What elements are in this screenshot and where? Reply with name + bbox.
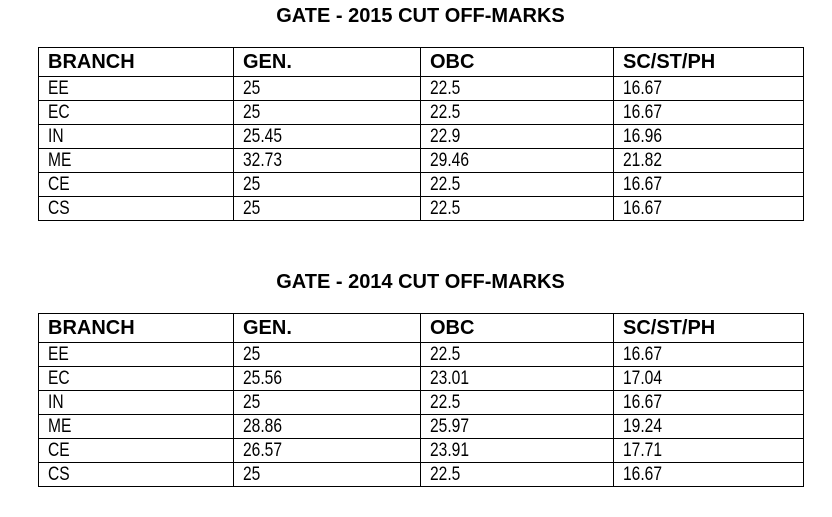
scstph-cell: 16.67 (613, 196, 804, 221)
obc-cell: 29.46 (420, 148, 614, 173)
table-row: IN 25 22.5 16.67 (38, 390, 804, 415)
header-gen: GEN. (233, 47, 421, 77)
branch-cell: ME (38, 414, 234, 439)
gate-2014-title: GATE - 2014 CUT OFF-MARKS (276, 271, 565, 293)
table-header-row: BRANCH GEN. OBC SC/ST/PH (38, 313, 804, 343)
table-row: EE 25 22.5 16.67 (38, 342, 804, 367)
branch-cell: IN (38, 390, 234, 415)
header-scstph: SC/ST/PH (613, 313, 804, 343)
scstph-cell: 16.67 (613, 100, 804, 125)
gate-2015-cutoff-table: BRANCH GEN. OBC SC/ST/PH EE 25 22.5 16.6… (38, 47, 804, 221)
gen-cell: 25 (233, 462, 421, 487)
gen-cell: 32.73 (233, 148, 421, 173)
header-scstph: SC/ST/PH (613, 47, 804, 77)
branch-cell: CE (38, 438, 234, 463)
scstph-cell: 16.67 (613, 390, 804, 415)
table-row: ME 32.73 29.46 21.82 (38, 148, 804, 173)
branch-cell: EC (38, 100, 234, 125)
gate-2014-cutoff-table: BRANCH GEN. OBC SC/ST/PH EE 25 22.5 16.6… (38, 313, 804, 487)
header-obc: OBC (420, 47, 614, 77)
table-row: CE 25 22.5 16.67 (38, 172, 804, 197)
gen-cell: 25 (233, 342, 421, 367)
gen-cell: 25 (233, 76, 421, 101)
obc-cell: 22.5 (420, 196, 614, 221)
table-row: ME 28.86 25.97 19.24 (38, 414, 804, 439)
branch-cell: EC (38, 366, 234, 391)
scstph-cell: 16.67 (613, 342, 804, 367)
obc-cell: 25.97 (420, 414, 614, 439)
obc-cell: 22.9 (420, 124, 614, 149)
table-row: EC 25 22.5 16.67 (38, 100, 804, 125)
header-obc: OBC (420, 313, 614, 343)
obc-cell: 22.5 (420, 342, 614, 367)
header-branch: BRANCH (38, 47, 234, 77)
gen-cell: 25 (233, 172, 421, 197)
table-row: CS 25 22.5 16.67 (38, 462, 804, 487)
scstph-cell: 16.67 (613, 172, 804, 197)
gen-cell: 25 (233, 100, 421, 125)
table-row: IN 25.45 22.9 16.96 (38, 124, 804, 149)
table-row: EC 25.56 23.01 17.04 (38, 366, 804, 391)
branch-cell: CS (38, 196, 234, 221)
branch-cell: EE (38, 76, 234, 101)
scstph-cell: 17.71 (613, 438, 804, 463)
obc-cell: 22.5 (420, 462, 614, 487)
branch-cell: CS (38, 462, 234, 487)
gate-2015-title: GATE - 2015 CUT OFF-MARKS (276, 5, 565, 27)
branch-cell: EE (38, 342, 234, 367)
obc-cell: 22.5 (420, 172, 614, 197)
table-row: CS 25 22.5 16.67 (38, 196, 804, 221)
obc-cell: 22.5 (420, 100, 614, 125)
branch-cell: CE (38, 172, 234, 197)
obc-cell: 22.5 (420, 390, 614, 415)
gen-cell: 25 (233, 390, 421, 415)
table-row: CE 26.57 23.91 17.71 (38, 438, 804, 463)
gen-cell: 25.56 (233, 366, 421, 391)
scstph-cell: 17.04 (613, 366, 804, 391)
scstph-cell: 16.67 (613, 462, 804, 487)
gen-cell: 26.57 (233, 438, 421, 463)
obc-cell: 23.01 (420, 366, 614, 391)
scstph-cell: 16.67 (613, 76, 804, 101)
gen-cell: 25 (233, 196, 421, 221)
table-row: EE 25 22.5 16.67 (38, 76, 804, 101)
header-gen: GEN. (233, 313, 421, 343)
obc-cell: 23.91 (420, 438, 614, 463)
scstph-cell: 21.82 (613, 148, 804, 173)
obc-cell: 22.5 (420, 76, 614, 101)
branch-cell: IN (38, 124, 234, 149)
gen-cell: 25.45 (233, 124, 421, 149)
scstph-cell: 16.96 (613, 124, 804, 149)
gen-cell: 28.86 (233, 414, 421, 439)
table-header-row: BRANCH GEN. OBC SC/ST/PH (38, 47, 804, 77)
header-branch: BRANCH (38, 313, 234, 343)
scstph-cell: 19.24 (613, 414, 804, 439)
branch-cell: ME (38, 148, 234, 173)
